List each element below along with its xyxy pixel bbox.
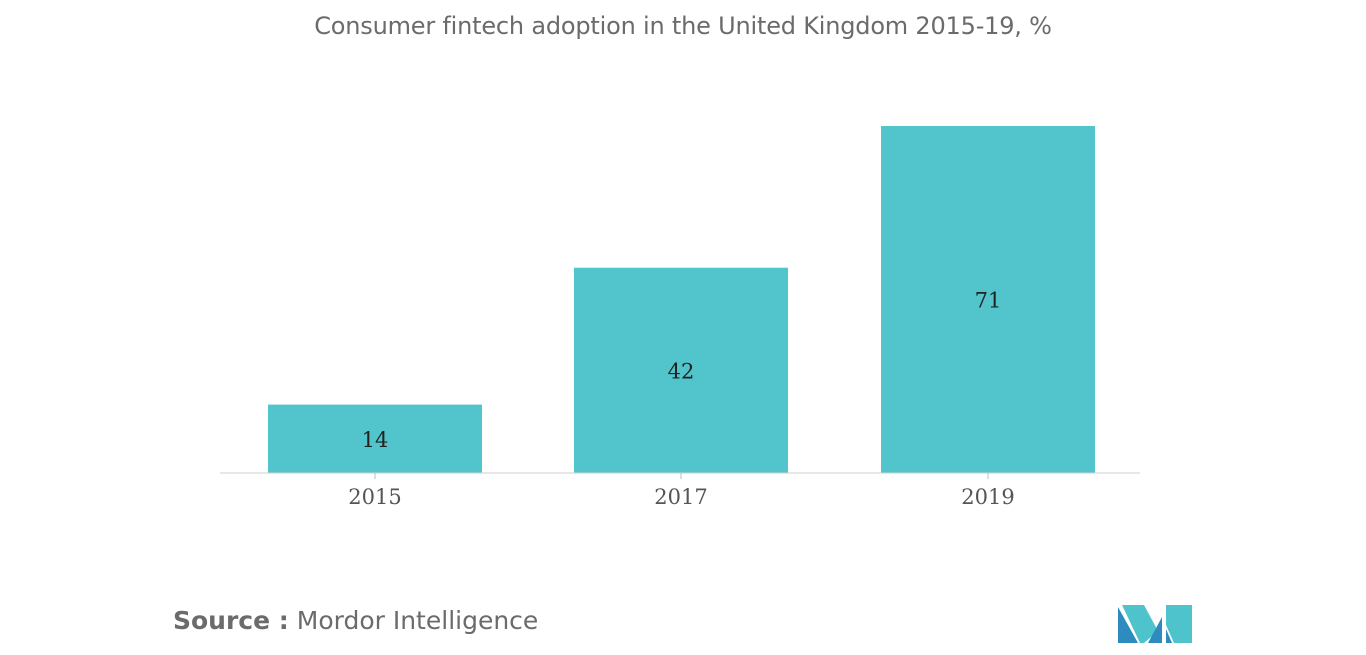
x-tick-label-2015: 2015 — [348, 485, 401, 509]
bar-chart: 14 2015 42 2017 71 2019 — [220, 126, 1140, 510]
source-value: Mordor Intelligence — [296, 606, 539, 635]
data-label-2019: 71 — [975, 289, 1002, 313]
ticks-layer — [374, 473, 989, 479]
source-note: Source : Mordor Intelligence — [173, 606, 538, 635]
x-tick-label-2017: 2017 — [654, 485, 707, 509]
x-tick-label-2019: 2019 — [961, 485, 1014, 509]
data-label-2015: 14 — [362, 428, 389, 452]
bar-2015 — [268, 404, 482, 473]
mordor-intelligence-logo-icon — [1118, 605, 1192, 643]
bar-2017 — [574, 267, 788, 473]
bars-layer — [268, 126, 1095, 473]
source-label: Source : — [173, 606, 289, 635]
bar-2019 — [881, 126, 1095, 473]
data-label-2017: 42 — [668, 359, 695, 383]
chart-title: Consumer fintech adoption in the United … — [314, 12, 1052, 40]
labels-layer: 14 2015 42 2017 71 2019 — [348, 289, 1014, 510]
